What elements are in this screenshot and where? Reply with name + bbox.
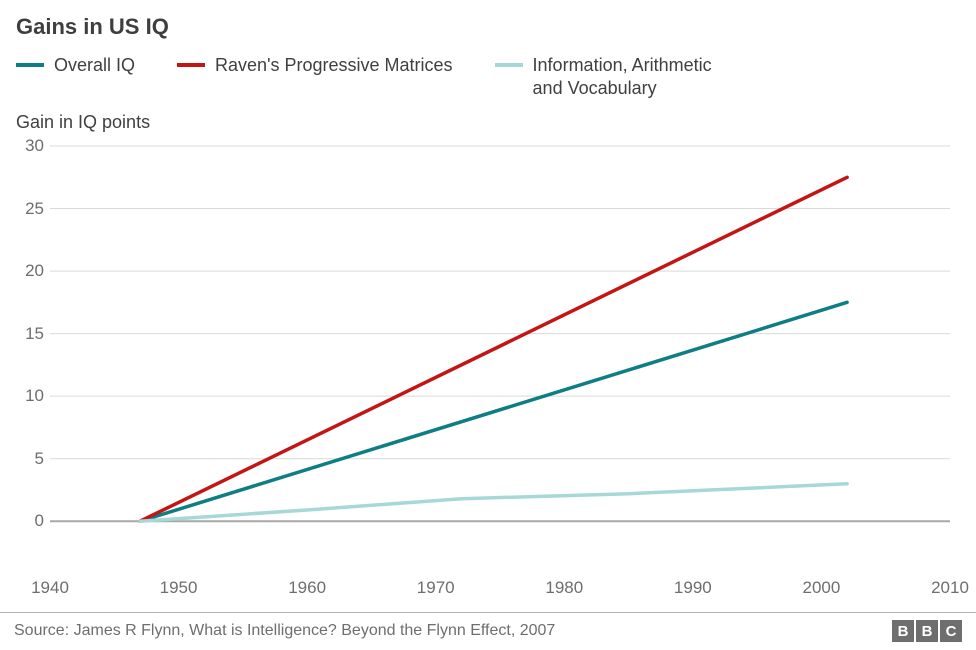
brand-letter: B xyxy=(916,620,938,642)
y-tick-label: 0 xyxy=(12,511,44,531)
legend-swatch xyxy=(495,63,523,67)
brand-letter: B xyxy=(892,620,914,642)
legend-item: Raven's Progressive Matrices xyxy=(177,54,453,77)
y-tick-label: 30 xyxy=(12,136,44,156)
footer-rule xyxy=(0,612,976,613)
x-tick-label: 2000 xyxy=(803,578,841,598)
legend-item: Overall IQ xyxy=(16,54,135,77)
chart-container: Gains in US IQ Overall IQ Raven's Progres… xyxy=(0,0,976,650)
chart-svg xyxy=(16,140,960,570)
plot-area: 051015202530 194019501960197019801990200… xyxy=(16,140,960,570)
x-tick-label: 1970 xyxy=(417,578,455,598)
legend-label: Raven's Progressive Matrices xyxy=(215,54,453,77)
x-tick-label: 1940 xyxy=(31,578,69,598)
gridlines xyxy=(50,146,950,521)
y-tick-label: 15 xyxy=(12,324,44,344)
x-tick-label: 2010 xyxy=(931,578,969,598)
legend-label: Overall IQ xyxy=(54,54,135,77)
brand-logo: BBC xyxy=(892,620,962,642)
legend-swatch xyxy=(177,63,205,67)
y-tick-label: 10 xyxy=(12,386,44,406)
x-tick-label: 1950 xyxy=(160,578,198,598)
legend-swatch xyxy=(16,63,44,67)
legend-item: Information, Arithmeticand Vocabulary xyxy=(495,54,712,99)
source-text: Source: James R Flynn, What is Intellige… xyxy=(14,622,555,640)
y-tick-label: 20 xyxy=(12,261,44,281)
legend-label: Information, Arithmeticand Vocabulary xyxy=(533,54,712,99)
y-axis-title: Gain in IQ points xyxy=(16,112,150,133)
series-line xyxy=(140,177,847,521)
y-tick-label: 5 xyxy=(12,449,44,469)
chart-title: Gains in US IQ xyxy=(16,14,169,40)
series-lines xyxy=(140,177,847,521)
brand-letter: C xyxy=(940,620,962,642)
x-tick-label: 1960 xyxy=(288,578,326,598)
y-tick-label: 25 xyxy=(12,199,44,219)
legend: Overall IQ Raven's Progressive Matrices In… xyxy=(16,54,960,99)
x-tick-label: 1980 xyxy=(545,578,583,598)
x-tick-label: 1990 xyxy=(674,578,712,598)
